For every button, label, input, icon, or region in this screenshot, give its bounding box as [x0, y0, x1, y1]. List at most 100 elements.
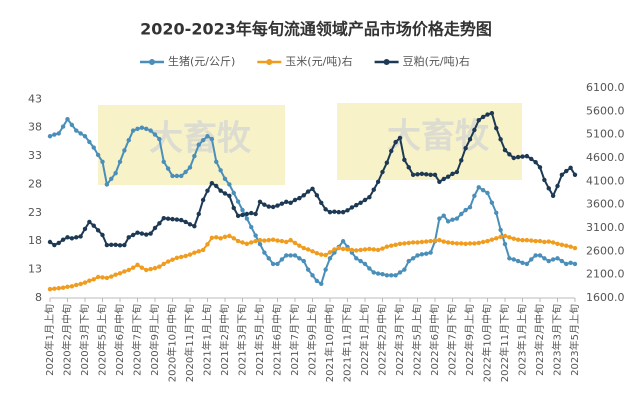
y2-tick-label: 2100.0 — [586, 268, 625, 281]
data-point — [319, 281, 324, 287]
y2-tick-label: 6100.0 — [586, 81, 625, 94]
data-point — [222, 234, 228, 240]
data-point — [301, 193, 306, 198]
data-point — [555, 241, 560, 247]
data-point — [515, 258, 521, 264]
data-point — [65, 235, 70, 240]
y-tick-label: 18 — [28, 234, 42, 247]
data-point — [367, 195, 372, 200]
data-point — [122, 269, 127, 274]
x-tick-label: 2020年1月上旬 — [43, 304, 56, 376]
x-tick-label: 2022年3月下旬 — [393, 304, 406, 376]
data-point — [214, 159, 219, 164]
data-point — [502, 147, 508, 153]
data-point — [424, 239, 429, 244]
data-point — [424, 251, 429, 256]
data-point — [95, 274, 101, 280]
data-point — [511, 257, 516, 262]
data-point — [472, 241, 477, 246]
data-point — [179, 217, 184, 223]
data-point — [367, 246, 372, 252]
data-point — [65, 117, 70, 122]
data-point — [200, 138, 206, 143]
y-tick-label: 33 — [28, 149, 42, 162]
data-point — [437, 216, 442, 221]
data-point — [393, 273, 398, 278]
data-point — [227, 182, 232, 187]
legend-marker — [266, 59, 273, 65]
x-tick-label: 2021年6月中旬 — [271, 304, 284, 376]
data-point — [87, 219, 92, 225]
data-point — [332, 209, 337, 214]
data-point — [113, 242, 118, 247]
data-point — [384, 244, 390, 249]
data-point — [187, 252, 193, 257]
data-point — [345, 208, 350, 213]
data-point — [240, 207, 245, 213]
data-point — [564, 243, 569, 248]
data-point — [152, 265, 158, 271]
data-point — [249, 240, 254, 245]
data-point — [480, 187, 486, 193]
x-tick-label: 2020年7月下旬 — [131, 304, 144, 376]
data-point — [165, 216, 171, 221]
data-point — [476, 118, 481, 123]
data-point — [515, 237, 521, 242]
data-point — [520, 154, 525, 159]
data-point — [332, 247, 337, 252]
data-point — [445, 240, 451, 245]
x-tick-label: 2023年1月上旬 — [516, 304, 529, 376]
data-point — [205, 134, 210, 139]
data-point — [82, 226, 88, 232]
data-point — [157, 136, 162, 142]
data-point — [74, 128, 79, 133]
data-point — [82, 280, 88, 285]
x-tick-label: 2020年6月中旬 — [113, 304, 126, 376]
data-point — [380, 271, 385, 277]
x-tick-label: 2020年11月下旬 — [183, 304, 196, 382]
data-point — [314, 193, 320, 198]
data-point — [319, 252, 324, 257]
data-point — [358, 258, 363, 264]
watermark-box — [337, 103, 522, 180]
data-point — [542, 239, 547, 245]
data-point — [139, 265, 145, 270]
data-point — [144, 232, 149, 237]
data-point — [537, 253, 543, 258]
data-point — [533, 238, 538, 244]
data-point — [380, 246, 385, 251]
data-point — [227, 193, 232, 198]
data-point — [327, 256, 333, 261]
data-point — [266, 256, 271, 261]
data-point — [389, 148, 394, 154]
x-tick-label: 2021年1月上旬 — [201, 304, 214, 376]
data-point — [494, 210, 499, 216]
data-point — [297, 256, 302, 261]
data-point — [122, 242, 127, 248]
data-point — [319, 200, 324, 205]
data-point — [445, 219, 451, 224]
x-tick-label: 2022年7月下旬 — [446, 304, 459, 376]
data-point — [174, 217, 180, 222]
data-point — [336, 245, 341, 251]
data-point — [384, 160, 390, 165]
data-point — [117, 243, 123, 248]
data-point — [196, 211, 201, 217]
data-point — [161, 216, 166, 221]
data-point — [91, 277, 96, 282]
data-point — [253, 211, 258, 217]
data-point — [314, 278, 320, 284]
data-point — [336, 209, 341, 215]
data-point — [358, 200, 363, 205]
data-point — [174, 255, 180, 261]
data-point — [472, 193, 477, 199]
data-point — [262, 238, 267, 243]
data-point — [205, 188, 210, 193]
data-point — [445, 174, 451, 179]
data-point — [148, 128, 153, 133]
x-tick-label: 2023年3月下旬 — [551, 304, 564, 376]
y2-tick-label: 4600.0 — [586, 151, 625, 164]
data-point — [100, 275, 105, 280]
data-point — [450, 240, 455, 246]
data-point — [494, 236, 499, 241]
